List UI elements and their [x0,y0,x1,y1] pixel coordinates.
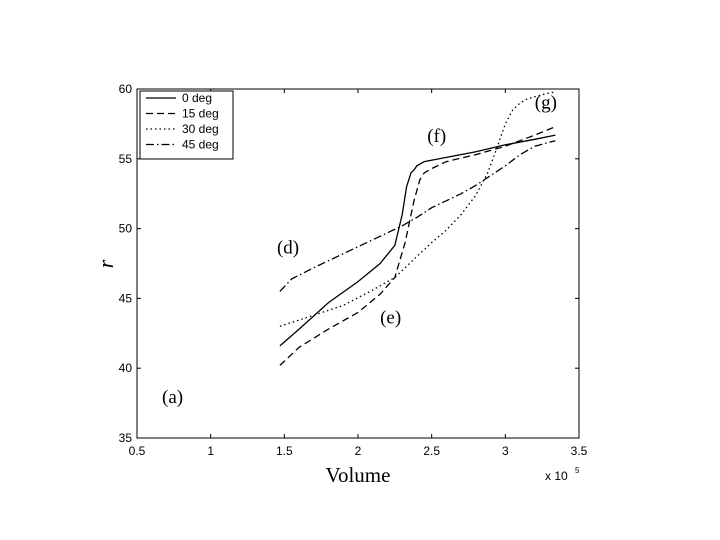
annotation-label: (g) [535,93,557,114]
x-tick-label: 2 [355,444,362,458]
legend-label: 15 deg [182,107,219,121]
annotation-label: (d) [277,238,299,259]
x-tick-label: 2.5 [423,444,440,458]
legend-label: 30 deg [182,122,219,136]
y-axis-label: r [93,259,118,268]
x-tick-label: 3.5 [571,444,588,458]
y-tick-label: 45 [119,291,133,305]
annotation-label: (a) [162,387,183,408]
legend-label: 0 deg [182,91,212,105]
series-group [279,91,556,366]
x-axis: 0.5 1 1.5 2 2.5 3 3.5 [129,89,588,458]
annotations: (a) (d) (e) (f) (g) [162,93,557,409]
y-axis: 35 40 45 50 55 60 [119,82,579,445]
x-tick-label: 1 [207,444,214,458]
annotation-label: (f) [427,126,446,147]
series-line-45-deg [279,140,556,292]
series-line-0-deg [279,134,556,347]
legend-box [139,90,234,160]
y-tick-label: 55 [119,152,133,166]
x-tick-label: 0.5 [129,444,146,458]
x-axis-label: Volume [326,463,391,487]
y-tick-label: 60 [119,82,133,96]
annotation-label: (e) [380,308,401,329]
y-tick-label: 35 [119,431,133,445]
y-tick-label: 50 [119,222,133,236]
x-exponent-power: 5 [575,466,580,475]
y-tick-label: 40 [119,361,133,375]
legend-label: 45 deg [182,138,219,152]
series-line-15-deg [279,126,556,366]
x-exponent-base: x 10 [545,469,568,483]
x-tick-label: 3 [502,444,509,458]
x-tick-label: 1.5 [276,444,293,458]
